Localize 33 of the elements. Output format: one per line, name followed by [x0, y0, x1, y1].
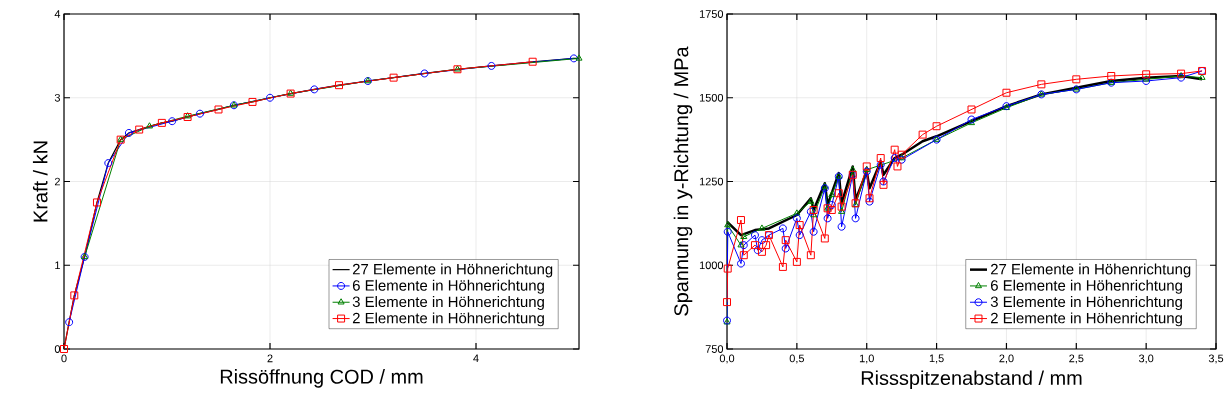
y-axis-title: Kraft / kN [32, 141, 48, 222]
x-tick-label: 4 [473, 354, 479, 363]
y-tick-label: 750 [705, 345, 724, 353]
x-tick-label: 2,5 [1069, 354, 1084, 364]
y-tick-label: 0 [54, 345, 61, 353]
y-tick-label: 1000 [699, 261, 724, 270]
legend-label: 3 Elemente in Höhenrichtung [990, 296, 1182, 311]
legend-label: 27 Elemente in Höhnerichtung [352, 263, 553, 278]
legend-label: 6 Elemente in Höhnerichtung [352, 279, 544, 294]
y-tick-label: 3 [54, 93, 60, 102]
legend-label: 2 Elemente in Höhnerichtung [352, 312, 544, 327]
x-tick-label: 1,5 [929, 354, 944, 364]
x-tick-label: 3,0 [1138, 354, 1154, 364]
y-tick-label: 4 [54, 10, 61, 18]
x-tick-label: 1,0 [859, 354, 874, 364]
x-axis-title: Rissöffnung COD / mm [220, 369, 423, 388]
x-axis-title: Rissspitzenabstand / mm [861, 370, 1082, 389]
legend-label: 2 Elemente in Höhenrichtung [990, 312, 1182, 327]
x-tick-label: 0 [61, 354, 67, 363]
y-tick-label: 1500 [699, 93, 724, 102]
y-tick-label: 1 [55, 261, 60, 270]
legend-label: 6 Elemente in Höhenrichtung [991, 279, 1182, 294]
x-tick-label: 2,0 [999, 354, 1014, 364]
y-tick-label: 1750 [699, 10, 724, 18]
y-tick-label: 1250 [699, 177, 724, 186]
legend-label: 27 Elemente in Höhenrichtung [990, 263, 1191, 278]
x-tick-label: 2 [267, 354, 273, 363]
y-tick-label: 2 [54, 177, 60, 186]
x-tick-label: 0,0 [719, 354, 735, 364]
x-tick-label: 0,5 [789, 354, 805, 364]
x-tick-label: 3,5 [1208, 354, 1224, 364]
legend-label: 3 Elemente in Höhnerichtung [352, 296, 544, 311]
y-axis-title: Spannung in y-Richtung / MPa [673, 46, 693, 316]
